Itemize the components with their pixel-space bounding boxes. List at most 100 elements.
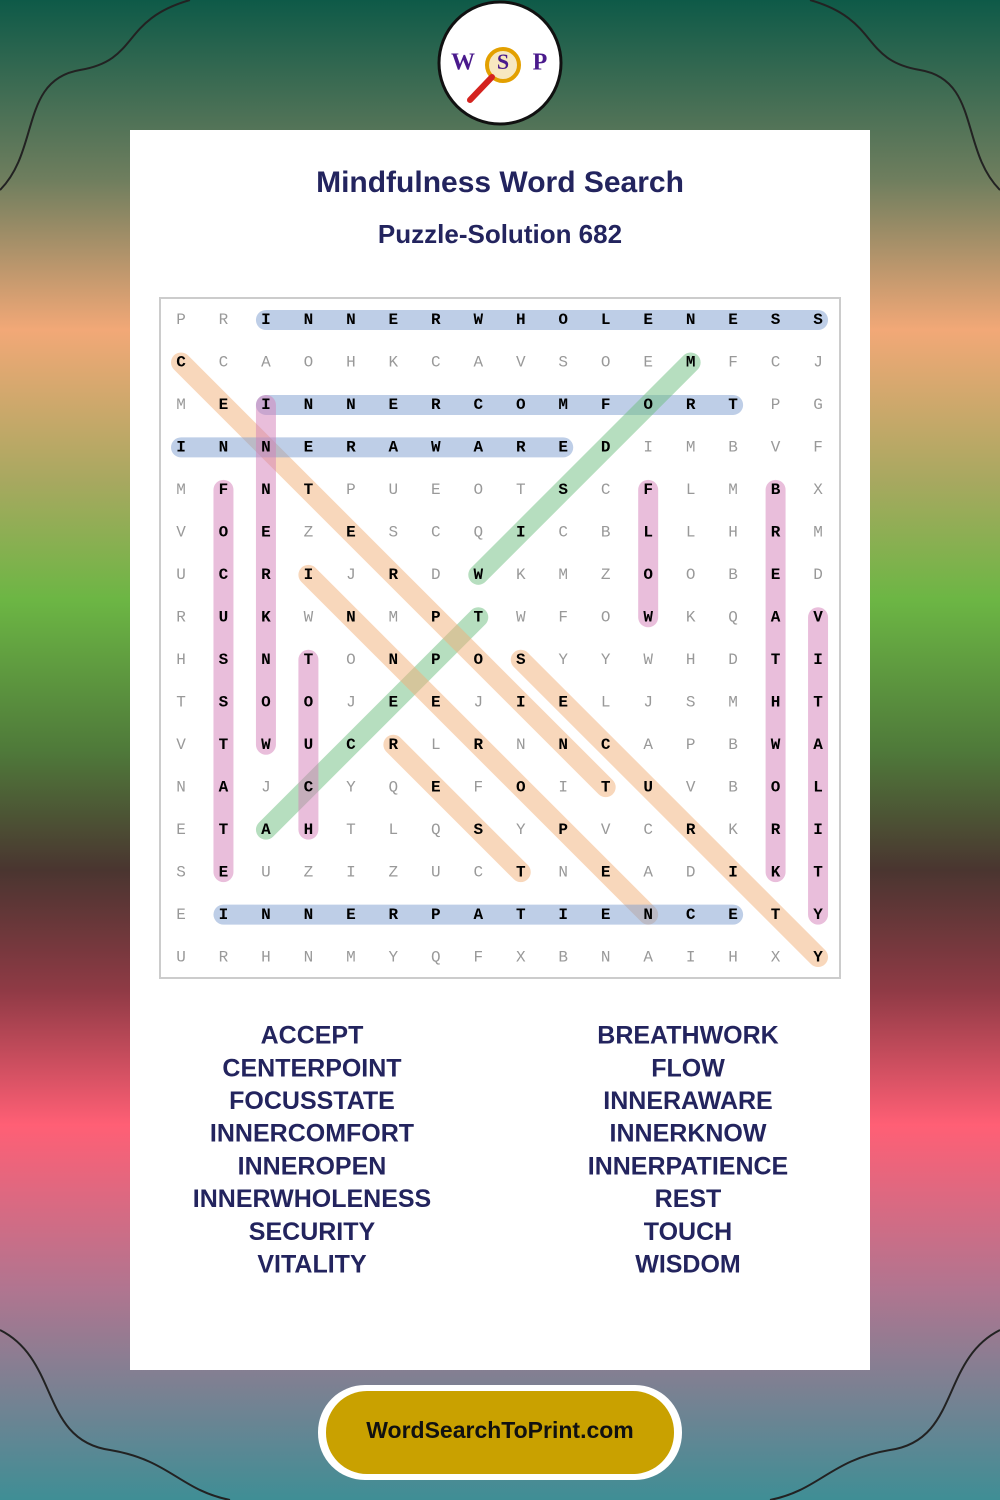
grid-letter: U	[219, 609, 229, 627]
grid-letter: R	[431, 311, 441, 329]
word-item: BREATHWORK	[597, 1022, 778, 1050]
grid-letter: E	[601, 906, 611, 924]
grid-letter: V	[176, 524, 186, 542]
grid-letter: V	[813, 609, 823, 627]
grid-letter: P	[431, 651, 441, 669]
grid-letter: F	[601, 396, 611, 414]
grid-letter: J	[346, 566, 356, 584]
grid-letter: S	[558, 354, 568, 372]
grid-letter: F	[558, 609, 568, 627]
grid-letter: O	[601, 354, 611, 372]
grid-letter: U	[176, 948, 186, 966]
footer-button[interactable]	[326, 1391, 674, 1474]
grid-letter: C	[558, 524, 568, 542]
grid-letter: P	[431, 609, 441, 627]
grid-letter: P	[346, 481, 356, 499]
grid-letter: M	[558, 566, 568, 584]
grid-letter: H	[686, 651, 696, 669]
grid-letter: N	[346, 311, 356, 329]
grid-letter: I	[686, 948, 696, 966]
grid-letter: R	[771, 821, 781, 839]
grid-letter: E	[558, 693, 568, 711]
grid-letter: A	[643, 863, 653, 881]
grid-letter: T	[813, 693, 823, 711]
grid-letter: O	[473, 651, 483, 669]
word-item: SECURITY	[249, 1218, 376, 1246]
footer-link[interactable]: WordSearchToPrint.com	[366, 1417, 634, 1443]
grid-letter: Z	[304, 863, 314, 881]
grid-letter: I	[176, 439, 186, 457]
grid-letter: C	[431, 524, 441, 542]
grid-letter: U	[389, 481, 399, 499]
title: Mindfulness Word Search	[316, 166, 684, 199]
grid-letter: K	[728, 821, 738, 839]
grid-letter: M	[813, 524, 823, 542]
word-item: TOUCH	[644, 1218, 732, 1246]
grid-letter: K	[771, 863, 781, 881]
grid-letter: F	[473, 948, 483, 966]
grid-letter: O	[304, 354, 314, 372]
grid-letter: N	[346, 609, 356, 627]
word-highlight	[383, 734, 531, 883]
grid-letter: Q	[431, 948, 441, 966]
grid-letter: E	[304, 439, 314, 457]
grid-letter: E	[431, 693, 441, 711]
grid-letter: I	[643, 439, 653, 457]
grid-letter: A	[771, 609, 781, 627]
grid-letter: P	[558, 821, 568, 839]
grid-letter: W	[304, 609, 314, 627]
grid-letter: I	[813, 651, 823, 669]
grid-letter: P	[771, 396, 781, 414]
grid-letter: B	[558, 948, 568, 966]
grid-letter: Z	[601, 566, 611, 584]
grid-letter: I	[261, 396, 271, 414]
grid-letter: N	[558, 863, 568, 881]
grid-letter: F	[728, 354, 738, 372]
grid-letter: N	[558, 736, 568, 754]
word-item: INNERAWARE	[603, 1087, 772, 1115]
grid-letter: D	[686, 863, 696, 881]
grid-letter: S	[176, 863, 186, 881]
grid-letter: C	[473, 396, 483, 414]
word-item: FOCUSSTATE	[229, 1087, 395, 1115]
grid-letter: A	[643, 736, 653, 754]
grid-letter: T	[728, 396, 738, 414]
grid-letter: E	[643, 354, 653, 372]
grid-letter: L	[389, 821, 399, 839]
grid-letter: F	[813, 439, 823, 457]
grid-letter: X	[516, 948, 526, 966]
grid-letter: C	[473, 863, 483, 881]
grid-letter: F	[473, 778, 483, 796]
grid-letter: Y	[389, 948, 399, 966]
grid-letter: B	[771, 481, 781, 499]
grid-letter: B	[728, 566, 738, 584]
subtitle: Puzzle-Solution 682	[378, 219, 622, 249]
grid-letter: B	[601, 524, 611, 542]
grid-letter: T	[516, 481, 526, 499]
grid-letter: A	[473, 439, 483, 457]
grid-letter: X	[771, 948, 781, 966]
grid-letter: W	[261, 736, 271, 754]
grid-letter: H	[728, 524, 738, 542]
grid-letter: E	[728, 906, 738, 924]
word-item: INNERCOMFORT	[210, 1120, 414, 1148]
grid-letter: A	[473, 354, 483, 372]
grid-letter: D	[728, 651, 738, 669]
grid-letter: H	[304, 821, 314, 839]
grid-letter: E	[219, 863, 229, 881]
grid-letter: M	[728, 693, 738, 711]
grid-letter: E	[176, 821, 186, 839]
grid-letter: O	[601, 609, 611, 627]
grid-letter: I	[813, 821, 823, 839]
grid-letter: J	[643, 693, 653, 711]
grid-letter: R	[686, 821, 696, 839]
grid-letter: C	[601, 481, 611, 499]
grid-letter: O	[473, 481, 483, 499]
word-item: INNERKNOW	[610, 1120, 767, 1148]
grid-letter: E	[261, 524, 271, 542]
grid-letter: T	[219, 736, 229, 754]
word-item: INNERWHOLENESS	[193, 1185, 431, 1213]
grid-letter: L	[431, 736, 441, 754]
